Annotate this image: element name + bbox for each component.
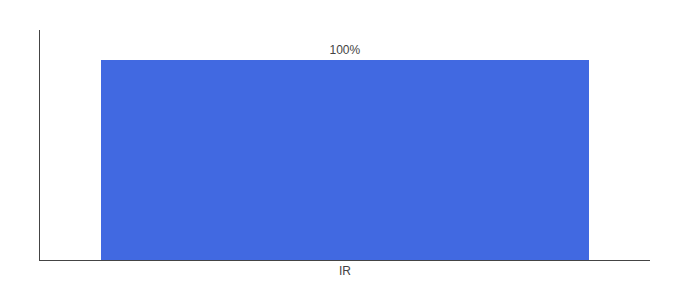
svg-text:IR: IR	[339, 264, 351, 278]
svg-text:100%: 100%	[329, 43, 360, 57]
